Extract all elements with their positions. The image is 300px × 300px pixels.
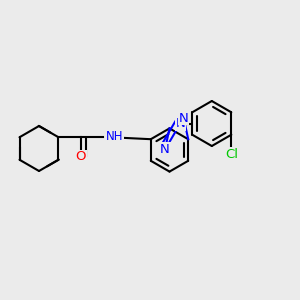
Text: N: N <box>176 117 185 130</box>
Text: Cl: Cl <box>225 148 239 161</box>
Text: O: O <box>76 150 86 163</box>
Text: NH: NH <box>106 130 123 143</box>
Text: N: N <box>160 143 170 156</box>
Text: N: N <box>179 112 189 124</box>
